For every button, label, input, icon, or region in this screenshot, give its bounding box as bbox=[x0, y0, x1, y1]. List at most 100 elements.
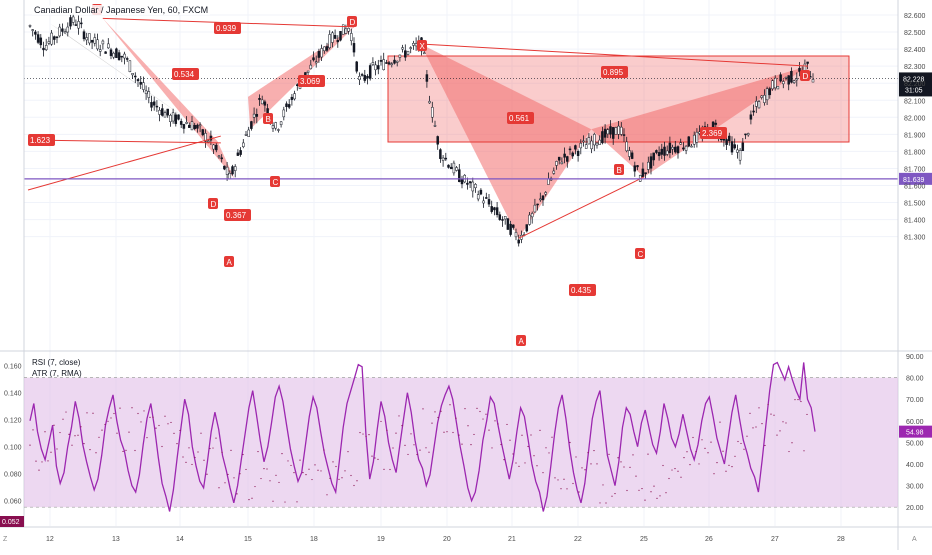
candle-body bbox=[517, 239, 520, 244]
atr-dot bbox=[338, 478, 340, 480]
atr-dot bbox=[656, 497, 658, 500]
candle-body bbox=[714, 122, 718, 125]
atr-dot bbox=[371, 455, 373, 457]
atr-dot bbox=[566, 488, 568, 490]
ratio-badge[interactable] bbox=[298, 75, 325, 87]
atr-dot bbox=[497, 423, 499, 425]
candle-body bbox=[317, 51, 321, 58]
ratio-badge[interactable] bbox=[172, 68, 199, 80]
atr-dot bbox=[599, 502, 601, 504]
ratio-badge[interactable] bbox=[224, 209, 251, 221]
candle-body bbox=[182, 124, 186, 129]
candle-body bbox=[798, 67, 801, 72]
candle-body bbox=[290, 96, 294, 100]
pattern-1-base-line[interactable] bbox=[27, 135, 221, 191]
atr-dot bbox=[647, 453, 649, 455]
atr-dot bbox=[224, 482, 226, 484]
atr-dot bbox=[251, 497, 253, 499]
atr-dot bbox=[221, 451, 223, 453]
pattern-3-xd-line[interactable] bbox=[420, 43, 809, 67]
candle-body bbox=[498, 214, 502, 220]
candle-body bbox=[363, 75, 367, 81]
candle-body bbox=[444, 157, 448, 160]
candle-body bbox=[512, 224, 515, 228]
atr-tick-label: 0.140 bbox=[4, 390, 22, 397]
pattern-point-badge[interactable] bbox=[208, 198, 218, 209]
atr-dot bbox=[467, 425, 469, 427]
ratio-badge[interactable] bbox=[28, 134, 55, 146]
atr-dot bbox=[623, 466, 625, 468]
candle-body bbox=[725, 139, 728, 145]
pattern-point-badge[interactable] bbox=[270, 176, 280, 187]
candle-body bbox=[271, 125, 275, 129]
atr-dot bbox=[431, 422, 433, 424]
candle-body bbox=[566, 156, 569, 162]
atr-dot bbox=[587, 452, 589, 454]
candle-body bbox=[88, 33, 91, 44]
pattern-point-badge[interactable] bbox=[614, 164, 624, 175]
ratio-badge[interactable] bbox=[700, 127, 727, 139]
atr-dot bbox=[794, 399, 796, 401]
ratio-badge[interactable] bbox=[569, 284, 596, 296]
pattern-3-ac-line[interactable] bbox=[518, 176, 645, 239]
atr-dot bbox=[611, 495, 613, 497]
pattern-point-badge[interactable] bbox=[635, 248, 645, 259]
candle-body bbox=[501, 219, 504, 221]
atr-dot bbox=[575, 456, 577, 458]
ratio-badge[interactable] bbox=[507, 112, 534, 124]
candle-body bbox=[736, 149, 739, 153]
atr-dot bbox=[104, 423, 106, 426]
atr-dot bbox=[422, 408, 424, 410]
atr-dot bbox=[440, 410, 442, 412]
candle-body bbox=[428, 101, 431, 104]
candle-body bbox=[557, 156, 561, 161]
candle-body bbox=[339, 31, 342, 41]
atr-tick-label: 0.060 bbox=[4, 498, 22, 505]
pattern-point-badge[interactable] bbox=[224, 256, 234, 267]
ratio-badge[interactable] bbox=[601, 66, 628, 78]
atr-dot bbox=[95, 452, 97, 454]
atr-dot bbox=[323, 449, 325, 451]
atr-dot bbox=[143, 410, 145, 412]
candle-body bbox=[576, 150, 580, 156]
atr-dot bbox=[146, 437, 148, 439]
atr-dot bbox=[791, 442, 793, 444]
atr-last-text: 0.052 bbox=[2, 519, 20, 526]
atr-dot bbox=[755, 426, 757, 428]
atr-dot bbox=[800, 400, 802, 403]
atr-dot bbox=[329, 477, 331, 479]
time-tick-label: 19 bbox=[377, 536, 385, 543]
candle-body bbox=[212, 144, 215, 150]
candle-body bbox=[371, 62, 375, 65]
candle-body bbox=[598, 139, 601, 145]
candle-body bbox=[74, 24, 78, 26]
candle-body bbox=[120, 55, 124, 58]
candle-body bbox=[331, 32, 334, 43]
atr-dot bbox=[659, 495, 661, 497]
rsi-indicator-label[interactable]: RSI (7, close) bbox=[32, 358, 81, 367]
pattern-point-badge[interactable] bbox=[800, 70, 810, 81]
pattern-point-badge[interactable] bbox=[347, 16, 357, 27]
candle-body bbox=[93, 37, 97, 44]
rsi-line[interactable] bbox=[29, 361, 816, 512]
pattern-2-triangle-left bbox=[102, 18, 235, 179]
candle-body bbox=[495, 207, 499, 215]
candle-body bbox=[687, 136, 691, 147]
candle-body bbox=[674, 146, 677, 153]
pattern-point-badge[interactable] bbox=[516, 335, 526, 346]
pattern-1-xd-line[interactable] bbox=[27, 139, 221, 144]
atr-dot bbox=[719, 421, 721, 423]
time-tick-label: 12 bbox=[46, 536, 54, 543]
atr-dot bbox=[797, 398, 799, 401]
ratio-badge-text: 0.895 bbox=[603, 68, 624, 77]
atr-indicator-label[interactable]: ATR (7, RMA) bbox=[32, 369, 82, 378]
candle-body bbox=[66, 26, 70, 33]
pattern-point-badge[interactable] bbox=[263, 113, 273, 124]
ratio-badge[interactable] bbox=[214, 22, 241, 34]
candle-body bbox=[574, 145, 577, 150]
candle-body bbox=[601, 131, 604, 144]
atr-dot bbox=[677, 470, 679, 472]
pattern-point-badge[interactable] bbox=[417, 40, 427, 51]
atr-dot bbox=[701, 439, 703, 441]
